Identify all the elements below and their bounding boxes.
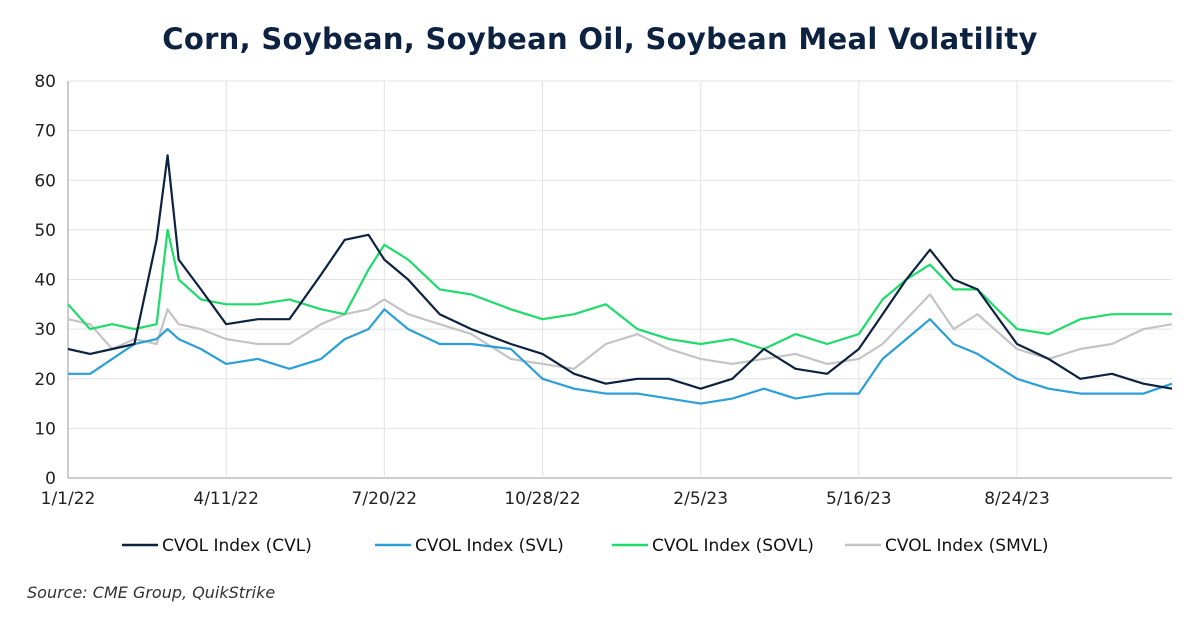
series-line-smvl bbox=[67, 293, 1173, 370]
y-tick-label: 80 bbox=[34, 72, 56, 92]
y-tick-label: 70 bbox=[34, 122, 56, 142]
legend-label: CVOL Index (SVL) bbox=[415, 536, 564, 556]
y-tick-label: 20 bbox=[34, 370, 56, 390]
series-line-svl bbox=[68, 308, 1173, 405]
y-tick-label: 40 bbox=[34, 271, 56, 291]
x-tick-label: 4/11/22 bbox=[193, 489, 259, 509]
y-tick-label: 30 bbox=[34, 320, 56, 340]
legend-label: CVOL Index (SOVL) bbox=[652, 536, 814, 556]
y-tick-label: 0 bbox=[45, 469, 56, 489]
x-tick-label: 5/16/23 bbox=[826, 489, 892, 509]
source-note: Source: CME Group, QuikStrike bbox=[27, 583, 276, 602]
series-line-sovl bbox=[67, 228, 1172, 351]
x-tick-label: 1/1/22 bbox=[41, 489, 96, 509]
legend-label: CVOL Index (CVL) bbox=[162, 536, 312, 556]
y-tick-label: 60 bbox=[34, 171, 56, 191]
chart-title: Corn, Soybean, Soybean Oil, Soybean Meal… bbox=[162, 22, 1038, 56]
y-tick-label: 10 bbox=[34, 419, 56, 439]
x-tick-label: 8/24/23 bbox=[984, 489, 1050, 509]
x-tick-label: 2/5/23 bbox=[673, 489, 728, 509]
y-tick-label: 50 bbox=[34, 221, 56, 241]
legend-label: CVOL Index (SMVL) bbox=[885, 536, 1048, 556]
x-tick-label: 7/20/22 bbox=[352, 489, 418, 509]
series-line-cvl bbox=[67, 154, 1173, 390]
x-tick-label: 10/28/22 bbox=[504, 489, 580, 509]
